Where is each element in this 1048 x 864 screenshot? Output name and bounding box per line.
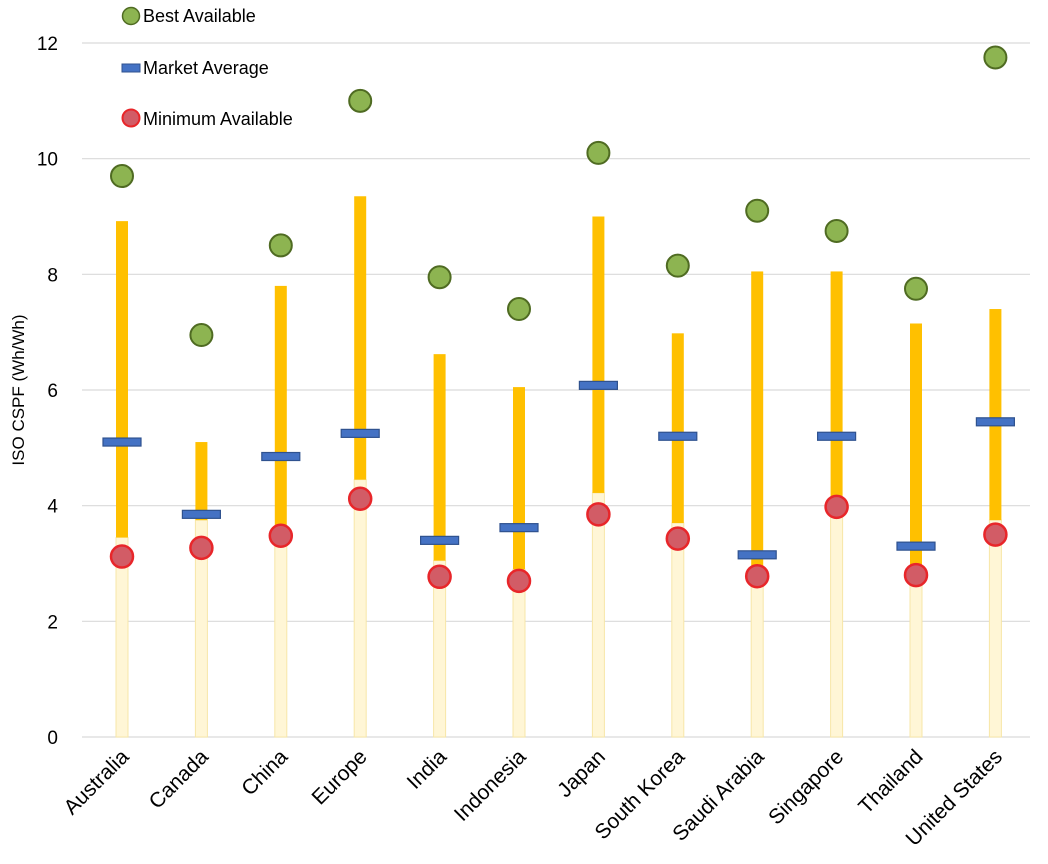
range-bar [195, 442, 208, 521]
minimum-marker [427, 564, 452, 590]
best-marker [348, 88, 373, 113]
category-label: Australia [59, 745, 133, 819]
best-marker [427, 265, 452, 290]
average-marker [896, 541, 936, 551]
average-marker [816, 431, 857, 441]
range-bar [592, 216, 605, 493]
legend-average-label: Market Average [143, 58, 269, 78]
best-marker [983, 45, 1008, 70]
minimum-marker [586, 502, 611, 527]
average-marker [578, 380, 619, 390]
range-bar [910, 323, 922, 576]
stem-bar [750, 568, 764, 738]
category-label: Thailand [854, 745, 927, 818]
legend-item-best: Best Available [121, 6, 256, 26]
range-bar [671, 333, 684, 524]
legend-minimum-marker [121, 108, 141, 128]
range-bars [116, 196, 1002, 576]
category-label: Japan [553, 745, 610, 802]
minimum-marker [189, 535, 214, 561]
category-label: China [237, 745, 292, 800]
legend-best-label: Best Available [143, 6, 256, 26]
average-marker [420, 535, 460, 545]
y-axis-title: ISO CSPF (Wh/Wh) [9, 314, 28, 465]
legend-best-marker [121, 6, 141, 26]
best-marker [110, 164, 134, 189]
best-marker [904, 276, 928, 301]
stem-bar [591, 492, 605, 738]
best-marker [189, 323, 214, 348]
best-marker [268, 233, 293, 258]
markers [102, 45, 1016, 594]
category-label: Indonesia [450, 745, 531, 826]
minimum-marker [824, 494, 849, 520]
minimum-marker [506, 568, 532, 594]
average-marker [181, 509, 221, 519]
average-marker [975, 417, 1016, 427]
average-marker [499, 523, 539, 533]
average-marker [102, 437, 142, 447]
category-label: Canada [145, 745, 214, 814]
stem-bar [988, 519, 1002, 738]
minimum-marker [109, 544, 135, 569]
stem-bar [512, 568, 526, 738]
legend-item-minimum: Minimum Available [121, 108, 293, 129]
minimum-marker [268, 523, 294, 548]
legend-average-marker [121, 63, 141, 73]
range-bar [989, 309, 1002, 521]
stems [115, 479, 1002, 738]
average-marker [340, 428, 380, 438]
best-marker [586, 140, 611, 165]
y-tick-label: 2 [47, 612, 58, 633]
average-marker [261, 451, 301, 462]
minimum-marker [665, 526, 691, 551]
minimum-marker [903, 562, 929, 588]
average-marker [737, 550, 777, 560]
range-bar [751, 271, 764, 570]
range-bar [354, 196, 367, 480]
y-tick-label: 8 [47, 265, 58, 286]
stem-bar [909, 574, 923, 738]
minimum-marker [744, 563, 770, 589]
legend-item-average: Market Average [121, 58, 269, 78]
best-marker [824, 218, 849, 243]
best-marker [507, 297, 531, 322]
range-bar [274, 285, 287, 532]
category-label: Singapore [764, 745, 848, 829]
stem-bar [830, 499, 844, 738]
range-bar [116, 221, 128, 538]
range-bar [830, 271, 843, 500]
y-tick-label: 10 [37, 150, 58, 171]
y-tick-label: 4 [47, 497, 58, 518]
gridlines [82, 42, 1030, 738]
y-tick-label: 6 [47, 381, 58, 402]
y-tick-label: 12 [37, 34, 58, 55]
average-marker [658, 431, 698, 441]
category-label: Europe [308, 745, 372, 809]
legend: Best Available Market Average Minimum Av… [121, 6, 293, 129]
best-marker [745, 198, 770, 223]
range-bar [433, 354, 446, 561]
category-label: India [403, 745, 452, 794]
stem-bar [353, 479, 367, 738]
best-marker [665, 253, 690, 278]
legend-minimum-label: Minimum Available [143, 109, 293, 129]
minimum-marker [983, 522, 1008, 547]
stem-bar [274, 531, 288, 738]
stem-bar [671, 522, 685, 738]
range-bar [513, 387, 525, 570]
y-tick-label: 0 [47, 728, 58, 749]
minimum-marker [347, 486, 373, 511]
